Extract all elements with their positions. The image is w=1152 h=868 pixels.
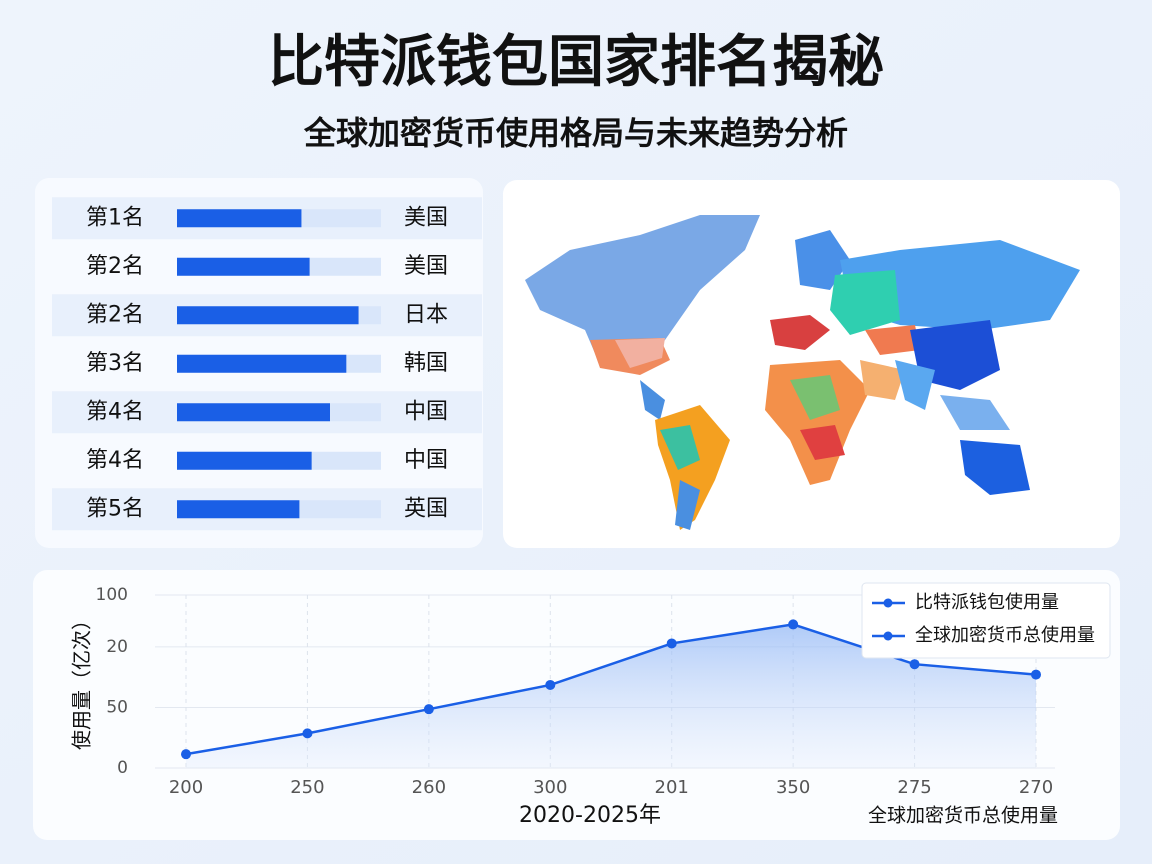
x-axis-label: 2020-2025年 xyxy=(519,803,661,828)
y-tick-label: 50 xyxy=(106,697,128,717)
x-tick-label: 250 xyxy=(290,777,324,798)
x-tick-label: 300 xyxy=(533,777,567,798)
country-label: 美国 xyxy=(404,205,448,230)
bar xyxy=(177,306,359,325)
x-tick-label: 201 xyxy=(655,777,689,798)
point xyxy=(909,659,920,670)
bar xyxy=(177,451,312,470)
rank-label: 第3名 xyxy=(86,351,144,376)
x-tick-label: 275 xyxy=(897,777,931,798)
legend-box xyxy=(861,582,1111,659)
point xyxy=(1031,669,1041,680)
world-map xyxy=(525,215,1080,530)
y-tick-label: 0 xyxy=(117,758,128,778)
point xyxy=(302,728,313,739)
rank-label: 第1名 xyxy=(86,205,144,230)
y-axis-label: 使用量（亿次） xyxy=(70,610,94,750)
area xyxy=(186,624,1036,768)
y-tick-label: 20 xyxy=(106,637,128,657)
x-tick-label: 200 xyxy=(169,777,203,798)
point xyxy=(545,679,556,690)
subtitle: 全球加密货币使用格局与未来趋势分析 xyxy=(303,114,848,152)
bar xyxy=(177,403,330,422)
y-tick-label: 100 xyxy=(96,585,128,605)
legend-dot xyxy=(883,598,893,608)
bar xyxy=(177,354,347,373)
annotation: 全球加密货币总使用量 xyxy=(868,805,1058,827)
point xyxy=(423,704,434,715)
x-tick-label: 260 xyxy=(412,777,446,798)
point xyxy=(181,749,191,760)
point xyxy=(788,619,799,630)
point xyxy=(666,638,677,649)
country-label: 中国 xyxy=(404,448,448,473)
bar xyxy=(177,257,310,276)
rank-label: 第2名 xyxy=(86,254,144,279)
country-label: 英国 xyxy=(404,496,448,521)
bar xyxy=(177,500,300,519)
rank-label: 第4名 xyxy=(86,399,144,424)
legend-label: 比特派钱包使用量 xyxy=(915,592,1059,613)
country-label: 日本 xyxy=(404,302,448,327)
x-tick-label: 270 xyxy=(1019,777,1053,798)
country-label: 美国 xyxy=(404,254,448,279)
country-label: 中国 xyxy=(404,399,448,424)
x-tick-label: 350 xyxy=(776,777,810,798)
country-label: 韩国 xyxy=(404,351,448,376)
bar xyxy=(177,209,302,228)
rank-label: 第2名 xyxy=(86,302,144,327)
legend-dot xyxy=(883,631,893,641)
title: 比特派钱包国家排名揭秘 xyxy=(268,30,884,95)
rank-label: 第5名 xyxy=(86,496,144,521)
rank-label: 第4名 xyxy=(86,448,144,473)
legend-label: 全球加密货币总使用量 xyxy=(915,625,1095,646)
